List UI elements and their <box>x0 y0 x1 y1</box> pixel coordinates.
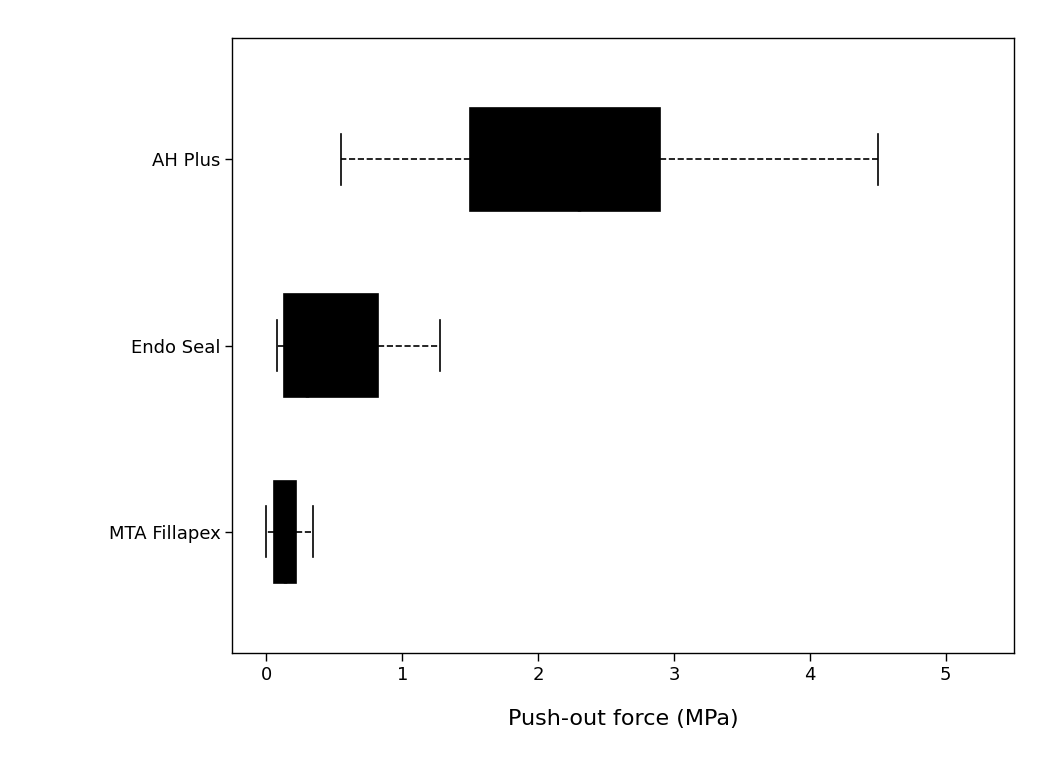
PathPatch shape <box>470 108 660 210</box>
PathPatch shape <box>275 481 296 583</box>
PathPatch shape <box>284 294 378 397</box>
X-axis label: Push-out force (MPa): Push-out force (MPa) <box>508 709 738 729</box>
